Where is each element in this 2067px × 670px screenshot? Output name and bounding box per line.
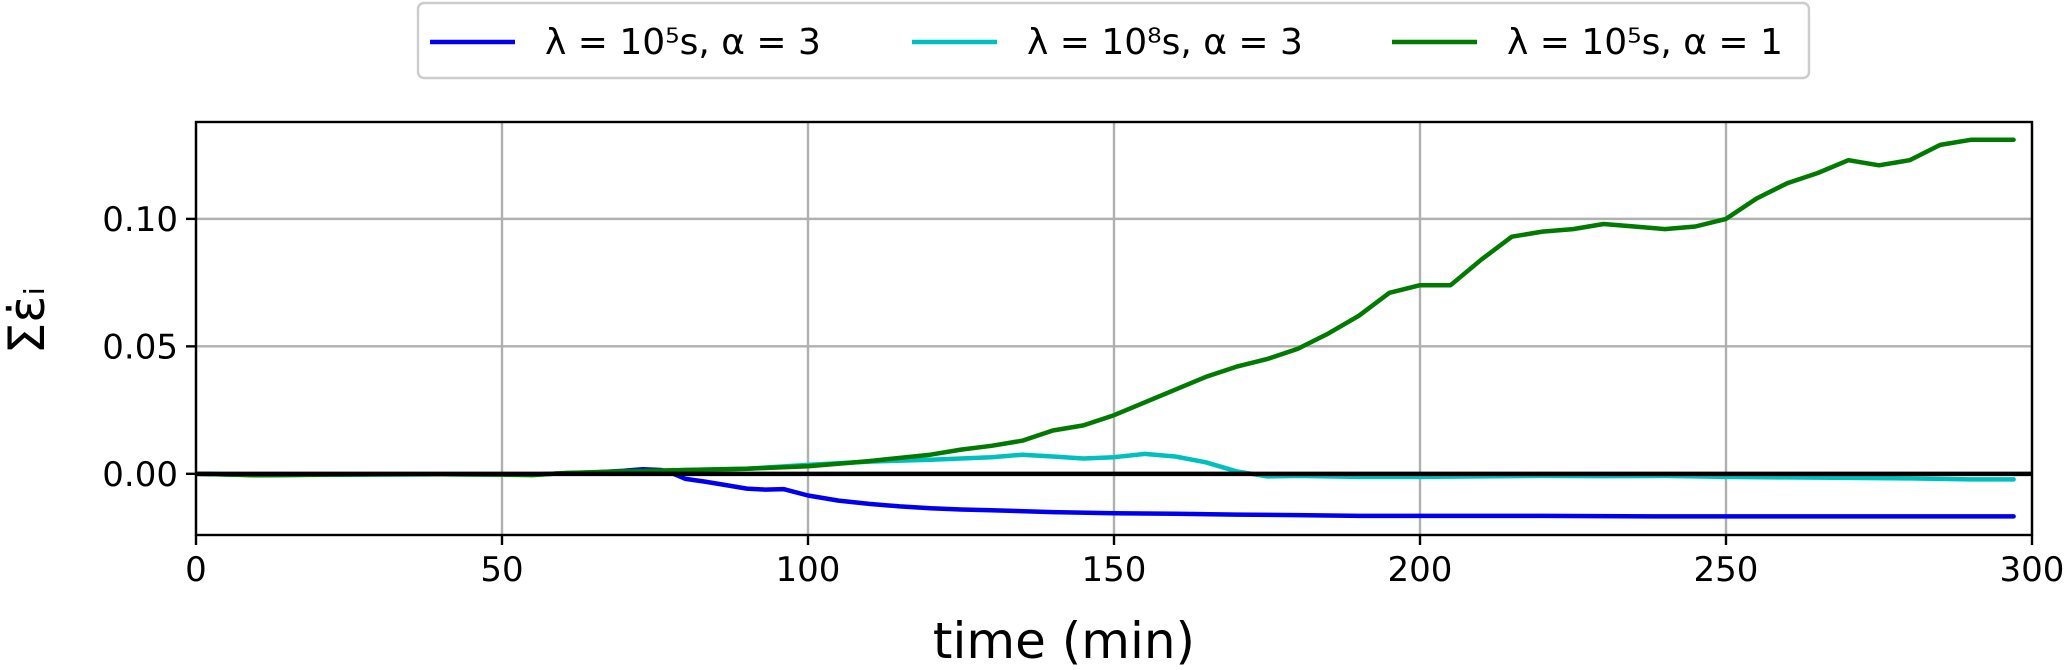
y-tick-label: 0.05 xyxy=(102,327,178,367)
x-tick-label: 0 xyxy=(185,550,207,590)
legend: λ = 10⁵s, α = 3 λ = 10⁸s, α = 3 λ = 10⁵s, … xyxy=(416,1,1811,80)
legend-entry-3: λ = 10⁵s, α = 1 xyxy=(1392,22,1783,63)
legend-label: λ = 10⁸s, α = 3 xyxy=(1027,22,1303,63)
plot-area xyxy=(196,137,2032,519)
legend-entry-2: λ = 10⁸s, α = 3 xyxy=(912,22,1303,63)
y-axis-label: Σε̇ᵢ xyxy=(0,287,56,355)
legend-label: λ = 10⁵s, α = 1 xyxy=(1507,22,1783,63)
legend-entry-1: λ = 10⁵s, α = 3 xyxy=(430,22,821,63)
x-tick-label: 250 xyxy=(1694,550,1759,590)
legend-label: λ = 10⁵s, α = 3 xyxy=(545,22,821,63)
y-tick-label: 0.00 xyxy=(102,455,178,495)
x-tick-label: 300 xyxy=(2000,550,2065,590)
legend-box xyxy=(416,1,1811,80)
series-layer xyxy=(196,137,2032,519)
y-tick-label: 0.10 xyxy=(102,200,178,240)
x-tick-label: 50 xyxy=(480,550,523,590)
x-axis-label: time (min) xyxy=(933,612,1195,670)
x-tick-label: 200 xyxy=(1388,550,1453,590)
axes: 0 50 100 150 200 250 300 0.00 0.05 0.10 time (min)… xyxy=(0,120,2065,670)
x-tick-label: 100 xyxy=(776,550,841,590)
series-line-3 xyxy=(196,137,2016,478)
x-tick-label: 150 xyxy=(1082,550,1147,590)
